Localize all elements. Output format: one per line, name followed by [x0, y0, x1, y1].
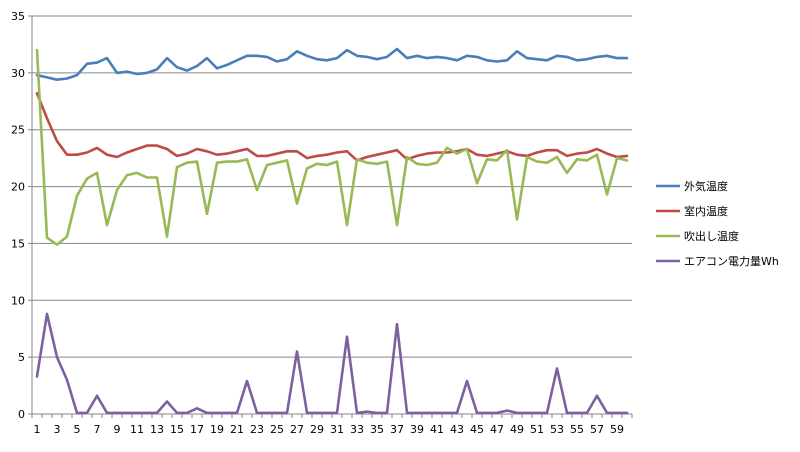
y-tick-label: 15	[11, 237, 25, 250]
x-tick-label: 27	[290, 423, 304, 436]
y-tick-label: 5	[18, 351, 25, 364]
x-tick-label: 17	[190, 423, 204, 436]
x-tick-label: 13	[150, 423, 164, 436]
x-tick-label: 57	[590, 423, 604, 436]
legend-label: 吹出し温度	[684, 229, 739, 243]
series-line-2	[35, 92, 629, 162]
x-tick-label: 1	[34, 423, 41, 436]
y-tick-label: 35	[11, 10, 25, 23]
gridlines	[32, 15, 632, 358]
y-tick-labels: 0 5 10 15 20 25 30 35	[11, 10, 25, 421]
x-tick-label: 53	[550, 423, 564, 436]
x-tick-label: 47	[490, 423, 504, 436]
x-tick-label: 19	[210, 423, 224, 436]
x-tick-label: 55	[570, 423, 584, 436]
x-tick-label: 25	[270, 423, 284, 436]
x-tick-label: 39	[410, 423, 424, 436]
legend-label: 外気温度	[684, 179, 728, 193]
x-tick-label: 5	[74, 423, 81, 436]
x-tick-label: 41	[430, 423, 444, 436]
y-tick-label: 0	[18, 408, 25, 421]
series-line-1	[35, 47, 629, 81]
x-tick-label: 31	[330, 423, 344, 436]
y-tick-label: 10	[11, 294, 25, 307]
x-tick-label: 15	[170, 423, 184, 436]
series-line-3	[35, 48, 629, 246]
legend-label: エアコン電力量Wh	[684, 255, 779, 268]
x-tick-label: 7	[94, 423, 101, 436]
x-tick-label: 35	[370, 423, 384, 436]
x-tick-labels: 1 3 5 7 9 11 13 15 17 19 21 23 25 27 29 31 33 35 37 39 41 43 4…	[34, 423, 625, 436]
x-tick-label: 51	[530, 423, 544, 436]
x-tick-label: 45	[470, 423, 484, 436]
x-tick-label: 33	[350, 423, 364, 436]
legend-label: 室内温度	[684, 204, 728, 218]
x-tick-label: 11	[130, 423, 144, 436]
x-tick-label: 9	[114, 423, 121, 436]
axes	[28, 15, 633, 418]
x-tick-label: 49	[510, 423, 524, 436]
x-tick-label: 43	[450, 423, 464, 436]
x-tick-label: 21	[230, 423, 244, 436]
x-tick-label: 59	[610, 423, 624, 436]
series-lines	[35, 47, 629, 415]
x-tick-label: 3	[54, 423, 61, 436]
y-tick-label: 20	[11, 181, 25, 194]
x-tick-label: 29	[310, 423, 324, 436]
y-tick-label: 30	[11, 67, 25, 80]
series-line-4	[35, 312, 629, 415]
x-tick-label: 23	[250, 423, 264, 436]
x-tick-label: 37	[390, 423, 404, 436]
y-tick-label: 25	[11, 124, 25, 137]
